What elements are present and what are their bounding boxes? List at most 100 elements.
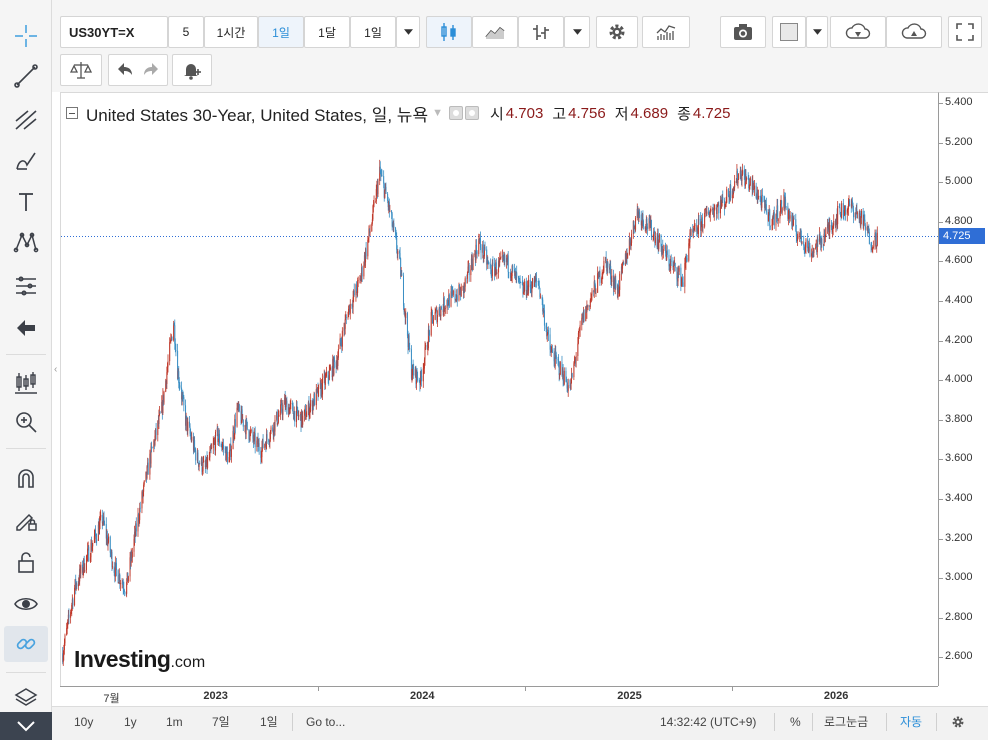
candle	[324, 370, 326, 391]
candle	[336, 355, 338, 370]
candle	[673, 260, 675, 266]
pattern-icon[interactable]	[4, 224, 48, 260]
candle	[727, 188, 729, 198]
candle	[388, 198, 390, 218]
candle	[529, 274, 531, 294]
legend-collapse-icon[interactable]	[66, 107, 78, 119]
pitchfork-icon[interactable]	[4, 102, 48, 138]
log-scale-toggle[interactable]: 로그눈금	[824, 715, 869, 729]
line-type-button[interactable]	[472, 16, 518, 48]
auto-scale-toggle[interactable]: 자동	[900, 715, 923, 729]
settings-gear-icon[interactable]	[464, 106, 479, 120]
bars-type-button[interactable]	[518, 16, 564, 48]
trendline-icon[interactable]	[4, 58, 48, 94]
candle	[519, 275, 521, 289]
layers-icon[interactable]	[4, 680, 48, 716]
zoom-in-icon[interactable]	[4, 404, 48, 440]
candle	[348, 304, 350, 313]
candle	[324, 373, 326, 390]
toolbar-resize-handle[interactable]: ‹	[54, 364, 58, 375]
goto-date-button[interactable]: Go to...	[306, 715, 346, 729]
color-picker-button[interactable]	[772, 16, 806, 48]
interval-dropdown[interactable]	[396, 16, 420, 48]
price-axis[interactable]: 5.400 5.200 5.000 4.800 4.600 4.400 4.200 4.000…	[938, 92, 988, 686]
range-10y[interactable]: 10y	[74, 715, 94, 729]
eye-icon[interactable]	[4, 586, 48, 622]
alert-button[interactable]	[172, 54, 212, 86]
magnet-icon[interactable]	[4, 460, 48, 496]
brush-icon[interactable]	[4, 142, 48, 178]
undo-icon[interactable]	[114, 59, 136, 81]
candle	[871, 247, 873, 253]
time-axis[interactable]: 7월 2023 2024 2025 2026	[60, 686, 938, 706]
snapshot-button[interactable]	[720, 16, 766, 48]
candle	[843, 209, 845, 221]
candle	[867, 225, 869, 237]
close-value: 4.725	[692, 104, 731, 122]
candle	[745, 169, 747, 182]
settings-button[interactable]	[596, 16, 638, 48]
save-button[interactable]	[886, 16, 942, 48]
candle	[298, 410, 300, 421]
range-1y[interactable]: 1y	[124, 715, 137, 729]
candle	[696, 225, 698, 234]
lock-drawing-icon[interactable]	[4, 502, 48, 538]
interval-5[interactable]: 5	[168, 16, 204, 48]
candle	[98, 518, 100, 536]
clock-timezone[interactable]: 14:32:42 (UTC+9)	[660, 715, 757, 729]
legend-caret-icon[interactable]: ▼	[432, 107, 443, 119]
candle	[579, 320, 581, 337]
candle	[296, 401, 298, 412]
candle	[820, 237, 822, 252]
candle	[379, 161, 381, 175]
candle	[166, 362, 168, 375]
chart-type-dropdown[interactable]	[564, 16, 590, 48]
interval-1h[interactable]: 1시간	[204, 16, 258, 48]
collapse-toolbar-button[interactable]	[0, 712, 52, 740]
candle	[274, 415, 276, 436]
interval-1mo[interactable]: 1달	[304, 16, 350, 48]
gear-icon	[952, 716, 964, 728]
candle	[213, 437, 215, 445]
range-1d[interactable]: 1일	[260, 715, 278, 729]
candle	[183, 394, 185, 412]
candles-type-button[interactable]	[426, 16, 472, 48]
time-tick-label: 2023	[203, 690, 228, 702]
compare-button[interactable]	[60, 54, 102, 86]
candle	[804, 247, 806, 257]
percent-scale-toggle[interactable]: %	[790, 715, 801, 729]
candle	[71, 602, 73, 617]
load-button[interactable]	[830, 16, 886, 48]
candle	[646, 223, 648, 236]
crosshair-icon[interactable]	[4, 18, 48, 54]
unlock-icon[interactable]	[4, 544, 48, 580]
candle	[658, 239, 660, 252]
candle	[500, 251, 502, 260]
price-tick-label: 3.800	[945, 412, 973, 425]
candles-settings-icon[interactable]	[4, 364, 48, 400]
color-dropdown[interactable]	[806, 16, 828, 48]
candle	[357, 277, 359, 297]
visibility-toggle-icon[interactable]	[448, 106, 463, 120]
symbol-input[interactable]: US30YT=X	[60, 16, 168, 48]
chart-pane[interactable]	[60, 92, 939, 686]
interval-1d[interactable]: 1일	[258, 16, 304, 48]
candle	[539, 293, 541, 299]
interval-custom[interactable]: 1일	[350, 16, 396, 48]
fullscreen-button[interactable]	[948, 16, 982, 48]
open-label: 시	[489, 105, 504, 123]
cloud-download-icon	[845, 23, 871, 39]
range-7d[interactable]: 7일	[212, 715, 230, 729]
range-1m[interactable]: 1m	[166, 715, 183, 729]
candle	[531, 281, 533, 298]
candle	[633, 225, 635, 230]
back-arrow-icon[interactable]	[4, 310, 48, 346]
text-tool-icon[interactable]	[4, 184, 48, 220]
candle	[143, 480, 145, 487]
redo-icon[interactable]	[140, 59, 162, 81]
link-icon[interactable]	[4, 626, 48, 662]
candle	[736, 163, 738, 186]
indicators-button[interactable]	[642, 16, 690, 48]
settings-button-bottom[interactable]	[950, 711, 966, 733]
fibonacci-icon[interactable]	[4, 268, 48, 304]
